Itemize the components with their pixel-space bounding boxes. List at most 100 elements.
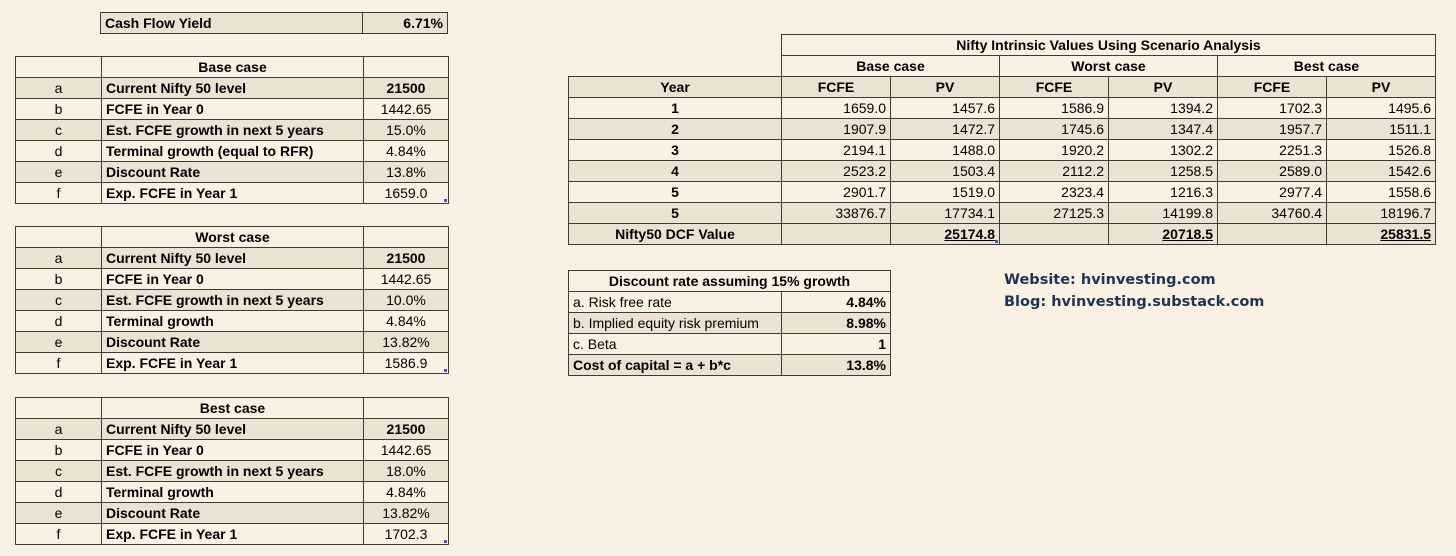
scenario-title[interactable]: Best case: [101, 397, 364, 419]
row-value[interactable]: 1442.65: [363, 268, 449, 290]
row-key[interactable]: f: [15, 352, 102, 374]
value-cell[interactable]: 2251.3: [1217, 139, 1327, 161]
row-key-header[interactable]: [15, 56, 102, 78]
row-key[interactable]: f: [15, 182, 102, 204]
year-cell[interactable]: 2: [568, 118, 782, 140]
row-value[interactable]: 10.0%: [363, 289, 449, 311]
value-cell[interactable]: 1957.7: [1217, 118, 1327, 140]
row-key[interactable]: a: [15, 247, 102, 269]
discount-value[interactable]: 1: [781, 333, 891, 355]
value-cell[interactable]: 1495.6: [1326, 97, 1436, 119]
value-cell[interactable]: 2901.7: [781, 181, 891, 203]
discount-label[interactable]: Cost of capital = a + b*c: [568, 354, 782, 376]
dcf-value-worst[interactable]: 20718.5: [1108, 223, 1218, 245]
empty-cell[interactable]: [1217, 223, 1327, 245]
intrinsic-title[interactable]: Nifty Intrinsic Values Using Scenario An…: [781, 34, 1436, 56]
year-cell[interactable]: 1: [568, 97, 782, 119]
row-key[interactable]: c: [15, 460, 102, 482]
row-value[interactable]: 21500: [363, 247, 449, 269]
row-value[interactable]: 13.8%: [363, 161, 449, 183]
row-label[interactable]: Exp. FCFE in Year 1: [101, 523, 364, 545]
row-key[interactable]: a: [15, 77, 102, 99]
discount-value[interactable]: 4.84%: [781, 291, 891, 313]
row-value[interactable]: 1659.0: [363, 182, 449, 204]
value-cell[interactable]: 1659.0: [781, 97, 891, 119]
dcf-value-best[interactable]: 25831.5: [1326, 223, 1436, 245]
dcf-value-base[interactable]: 25174.8: [890, 223, 1000, 245]
header-pv[interactable]: PV: [1108, 76, 1218, 98]
value-cell[interactable]: 1302.2: [1108, 139, 1218, 161]
scenario-title[interactable]: Worst case: [101, 226, 364, 248]
header-pv[interactable]: PV: [1326, 76, 1436, 98]
discount-label[interactable]: b. Implied equity risk premium: [568, 312, 782, 334]
value-cell[interactable]: 2523.2: [781, 160, 891, 182]
value-cell[interactable]: 1920.2: [999, 139, 1109, 161]
row-key[interactable]: f: [15, 523, 102, 545]
row-key-header[interactable]: [15, 397, 102, 419]
discount-label[interactable]: c. Beta: [568, 333, 782, 355]
discount-title[interactable]: Discount rate assuming 15% growth: [568, 270, 891, 292]
row-key[interactable]: c: [15, 119, 102, 141]
value-cell[interactable]: 1702.3: [1217, 97, 1327, 119]
row-key-header[interactable]: [15, 226, 102, 248]
row-label[interactable]: Current Nifty 50 level: [101, 247, 364, 269]
row-value[interactable]: 18.0%: [363, 460, 449, 482]
value-cell[interactable]: 1503.4: [890, 160, 1000, 182]
row-value[interactable]: 13.82%: [363, 502, 449, 524]
value-cell[interactable]: 1745.6: [999, 118, 1109, 140]
row-key[interactable]: b: [15, 268, 102, 290]
row-value[interactable]: 21500: [363, 77, 449, 99]
row-label[interactable]: Exp. FCFE in Year 1: [101, 182, 364, 204]
row-key[interactable]: d: [15, 310, 102, 332]
empty-cell[interactable]: [363, 397, 449, 419]
row-label[interactable]: Exp. FCFE in Year 1: [101, 352, 364, 374]
row-label[interactable]: Terminal growth: [101, 481, 364, 503]
header-pv[interactable]: PV: [890, 76, 1000, 98]
value-cell[interactable]: 1519.0: [890, 181, 1000, 203]
value-cell[interactable]: 1394.2: [1108, 97, 1218, 119]
value-cell[interactable]: 1558.6: [1326, 181, 1436, 203]
row-value[interactable]: 4.84%: [363, 140, 449, 162]
value-cell[interactable]: 2112.2: [999, 160, 1109, 182]
header-fcfe[interactable]: FCFE: [781, 76, 891, 98]
blog-link[interactable]: Blog: hvinvesting.substack.com: [1004, 294, 1265, 310]
value-cell[interactable]: 14199.8: [1108, 202, 1218, 224]
empty-cell[interactable]: [363, 56, 449, 78]
row-label[interactable]: Terminal growth (equal to RFR): [101, 140, 364, 162]
row-label[interactable]: Est. FCFE growth in next 5 years: [101, 289, 364, 311]
value-cell[interactable]: 1457.6: [890, 97, 1000, 119]
year-cell[interactable]: 4: [568, 160, 782, 182]
row-key[interactable]: b: [15, 439, 102, 461]
header-best-case[interactable]: Best case: [1217, 55, 1436, 77]
value-cell[interactable]: 17734.1: [890, 202, 1000, 224]
row-label[interactable]: Discount Rate: [101, 502, 364, 524]
header-fcfe[interactable]: FCFE: [999, 76, 1109, 98]
row-label[interactable]: FCFE in Year 0: [101, 98, 364, 120]
header-worst-case[interactable]: Worst case: [999, 55, 1218, 77]
scenario-title[interactable]: Base case: [101, 56, 364, 78]
empty-cell[interactable]: [363, 226, 449, 248]
value-cell[interactable]: 18196.7: [1326, 202, 1436, 224]
discount-value[interactable]: 8.98%: [781, 312, 891, 334]
value-cell[interactable]: 34760.4: [1217, 202, 1327, 224]
row-label[interactable]: Current Nifty 50 level: [101, 77, 364, 99]
row-key[interactable]: b: [15, 98, 102, 120]
empty-cell[interactable]: [781, 223, 891, 245]
row-key[interactable]: a: [15, 418, 102, 440]
value-cell[interactable]: 1488.0: [890, 139, 1000, 161]
row-value[interactable]: 21500: [363, 418, 449, 440]
row-value[interactable]: 1586.9: [363, 352, 449, 374]
row-value[interactable]: 15.0%: [363, 119, 449, 141]
value-cell[interactable]: 33876.7: [781, 202, 891, 224]
value-cell[interactable]: 1216.3: [1108, 181, 1218, 203]
value-cell[interactable]: 1472.7: [890, 118, 1000, 140]
value-cell[interactable]: 2977.4: [1217, 181, 1327, 203]
row-value[interactable]: 1702.3: [363, 523, 449, 545]
row-key[interactable]: d: [15, 140, 102, 162]
row-label[interactable]: Est. FCFE growth in next 5 years: [101, 460, 364, 482]
website-link[interactable]: Website: hvinvesting.com: [1004, 272, 1216, 288]
row-label[interactable]: FCFE in Year 0: [101, 439, 364, 461]
year-cell[interactable]: 5: [568, 181, 782, 203]
value-cell[interactable]: 1907.9: [781, 118, 891, 140]
row-value[interactable]: 4.84%: [363, 310, 449, 332]
